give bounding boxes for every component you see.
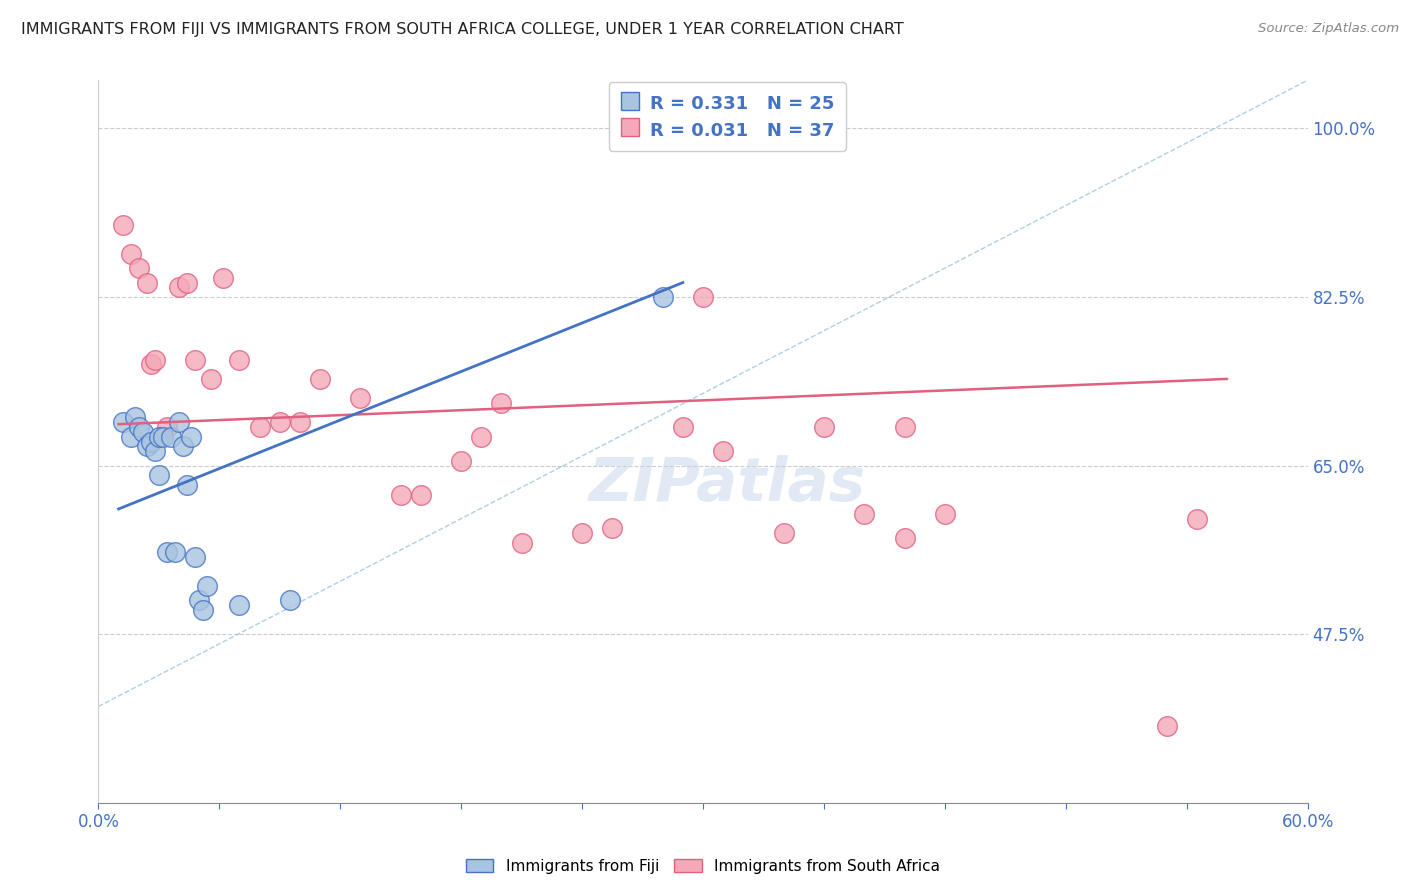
Point	[389, 487, 412, 501]
Point	[139, 434, 162, 449]
Point	[143, 444, 166, 458]
Point	[160, 430, 183, 444]
Point	[228, 599, 250, 613]
Text: ZIPatlas: ZIPatlas	[589, 456, 866, 515]
Point	[139, 358, 162, 372]
Point	[176, 478, 198, 492]
Point	[772, 526, 794, 541]
Point	[288, 415, 311, 429]
Point	[167, 415, 190, 429]
Point	[1185, 511, 1208, 525]
Legend: Immigrants from Fiji, Immigrants from South Africa: Immigrants from Fiji, Immigrants from So…	[460, 853, 946, 880]
Point	[510, 535, 533, 549]
Point	[249, 420, 271, 434]
Point	[602, 521, 624, 535]
Point	[571, 526, 593, 541]
Point	[409, 487, 432, 501]
Point	[148, 468, 170, 483]
Point	[172, 439, 194, 453]
Point	[651, 290, 673, 304]
Point	[200, 372, 222, 386]
Point	[128, 261, 150, 276]
Point	[156, 545, 179, 559]
Point	[188, 593, 211, 607]
Point	[163, 545, 186, 559]
Point	[491, 396, 513, 410]
Point	[148, 430, 170, 444]
Point	[128, 420, 150, 434]
Point	[212, 270, 235, 285]
Point	[893, 420, 915, 434]
Point	[167, 280, 190, 294]
Point	[111, 218, 134, 232]
Point	[152, 430, 174, 444]
Legend: R = 0.331   N = 25, R = 0.031   N = 37: R = 0.331 N = 25, R = 0.031 N = 37	[609, 82, 845, 151]
Point	[813, 420, 835, 434]
Point	[893, 531, 915, 545]
Point	[269, 415, 291, 429]
Point	[934, 507, 956, 521]
Point	[349, 391, 371, 405]
Point	[470, 430, 492, 444]
Point	[176, 276, 198, 290]
Point	[1156, 719, 1178, 733]
Point	[120, 430, 142, 444]
Point	[111, 415, 134, 429]
Point	[228, 352, 250, 367]
Point	[309, 372, 332, 386]
Point	[135, 276, 157, 290]
Point	[143, 352, 166, 367]
Point	[450, 454, 472, 468]
Point	[120, 246, 142, 260]
Point	[853, 507, 876, 521]
Point	[184, 550, 207, 565]
Point	[672, 420, 695, 434]
Text: IMMIGRANTS FROM FIJI VS IMMIGRANTS FROM SOUTH AFRICA COLLEGE, UNDER 1 YEAR CORRE: IMMIGRANTS FROM FIJI VS IMMIGRANTS FROM …	[21, 22, 904, 37]
Point	[278, 593, 301, 607]
Point	[156, 420, 179, 434]
Text: Source: ZipAtlas.com: Source: ZipAtlas.com	[1258, 22, 1399, 36]
Point	[135, 439, 157, 453]
Point	[193, 603, 215, 617]
Point	[711, 444, 734, 458]
Point	[124, 410, 146, 425]
Point	[132, 425, 155, 439]
Point	[195, 579, 218, 593]
Point	[180, 430, 202, 444]
Point	[692, 290, 714, 304]
Point	[184, 352, 207, 367]
